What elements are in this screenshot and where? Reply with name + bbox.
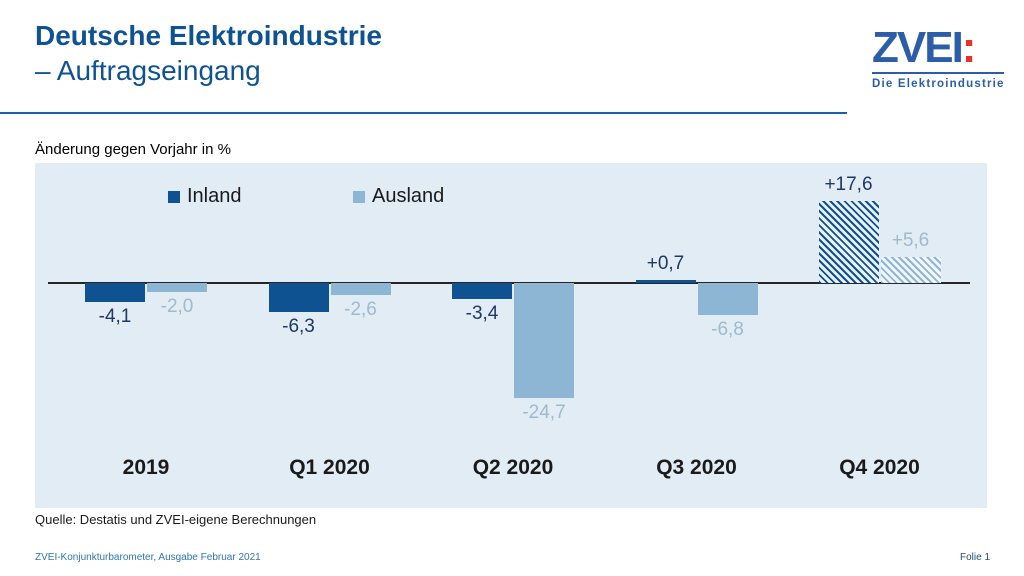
footer-edition: ZVEI-Konjunkturbarometer, Ausgabe Februa… [35, 552, 261, 563]
value-label-ausland-q3-2020: -6,8 [711, 319, 744, 340]
value-label-ausland-q2-2020: -24,7 [522, 402, 566, 423]
bar-inland-q2-2020 [452, 283, 512, 299]
legend-swatch-inland [168, 190, 180, 203]
page-title: Deutsche Elektroindustrie – Auftragseing… [35, 18, 382, 88]
legend-item-ausland: Ausland [353, 185, 444, 208]
x-axis-label-2019: 2019 [122, 456, 170, 479]
bar-inland-2019 [85, 283, 145, 302]
x-axis-label-q2-2020: Q2 2020 [472, 456, 554, 479]
value-label-inland-q3-2020: +0,7 [646, 253, 685, 274]
title-line-1: Deutsche Elektroindustrie [35, 20, 382, 51]
x-axis-label-q3-2020: Q3 2020 [656, 456, 737, 479]
value-label-inland-q1-2020: -6,3 [282, 316, 315, 337]
logo-text: ZVEI [872, 23, 964, 72]
source-note: Quelle: Destatis und ZVEI-eigene Berechn… [35, 512, 317, 527]
bar-inland-q1-2020 [268, 283, 329, 312]
bar-ausland-q4-2020 [880, 257, 941, 283]
header-divider [0, 112, 847, 114]
logo-wordmark: ZVEI: [872, 26, 1004, 70]
value-label-inland-q4-2020: +17,6 [824, 174, 873, 195]
bar-ausland-q3-2020 [697, 283, 758, 315]
title-line-2: – Auftragseingang [35, 55, 261, 86]
chart-subtitle: Änderung gegen Vorjahr in % [35, 141, 231, 158]
bar-ausland-q1-2020 [330, 283, 391, 295]
legend-swatch-ausland [353, 190, 365, 203]
value-label-ausland-2019: -2,0 [160, 296, 194, 317]
bar-ausland-2019 [147, 283, 207, 292]
legend-label-ausland: Ausland [372, 185, 445, 207]
x-axis-label-q4-2020: Q4 2020 [839, 456, 920, 479]
legend-label-inland: Inland [187, 185, 242, 207]
bar-ausland-q2-2020 [514, 283, 574, 398]
legend-item-inland: Inland [168, 185, 242, 208]
value-label-inland-2019: -4,1 [98, 306, 132, 327]
value-label-inland-q2-2020: -3,4 [465, 303, 499, 324]
logo-colon: : [961, 23, 977, 72]
bar-inland-q3-2020 [635, 280, 696, 283]
footer-page-number: Folie 1 [959, 552, 990, 563]
bar-inland-q4-2020 [818, 201, 879, 283]
value-label-ausland-q1-2020: -2,6 [344, 299, 377, 320]
x-axis-label-q1-2020: Q1 2020 [289, 456, 370, 479]
value-label-ausland-q4-2020: +5,6 [891, 230, 930, 251]
zvei-logo: ZVEI: Die Elektroindustrie [872, 26, 1004, 90]
logo-tagline: Die Elektroindustrie [872, 72, 1004, 90]
chart-plot-area: Inland Ausland 2019 -4,1 -2,0 Q1 2020 -6,3 -2… [35, 163, 987, 508]
